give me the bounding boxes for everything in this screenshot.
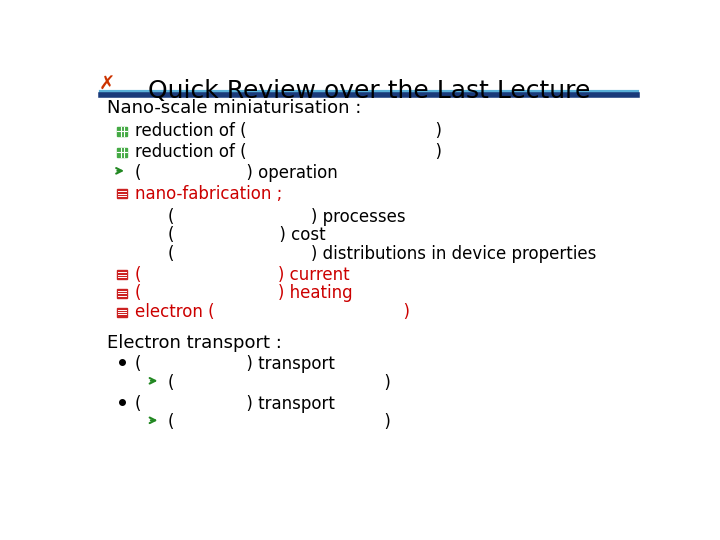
Text: (                    ) cost: ( ) cost — [168, 226, 325, 244]
Text: Electron transport :: Electron transport : — [107, 334, 282, 353]
Text: nano-fabrication ;: nano-fabrication ; — [135, 185, 282, 202]
Bar — [117, 270, 127, 279]
Text: (                                        ): ( ) — [168, 414, 391, 431]
Bar — [117, 308, 127, 317]
Text: (                          ) current: ( ) current — [135, 266, 349, 284]
Bar — [117, 147, 127, 157]
Text: (                          ) heating: ( ) heating — [135, 285, 352, 302]
Text: electron (                                    ): electron ( ) — [135, 303, 410, 321]
Text: (                    ) operation: ( ) operation — [135, 164, 338, 182]
Text: ✗: ✗ — [99, 75, 114, 94]
Text: (                    ) transport: ( ) transport — [135, 355, 335, 373]
Text: Nano-scale miniaturisation :: Nano-scale miniaturisation : — [107, 99, 361, 118]
Text: Quick Review over the Last Lecture: Quick Review over the Last Lecture — [148, 79, 590, 103]
Text: reduction of (                                    ): reduction of ( ) — [135, 123, 441, 140]
Text: (                          ) processes: ( ) processes — [168, 207, 406, 226]
Text: (                    ) transport: ( ) transport — [135, 395, 335, 413]
Text: reduction of (                                    ): reduction of ( ) — [135, 143, 441, 161]
Bar — [117, 289, 127, 298]
Text: (                                        ): ( ) — [168, 374, 391, 392]
Bar — [117, 189, 127, 198]
Bar — [117, 127, 127, 136]
Text: (                          ) distributions in device properties: ( ) distributions in device properties — [168, 245, 596, 263]
